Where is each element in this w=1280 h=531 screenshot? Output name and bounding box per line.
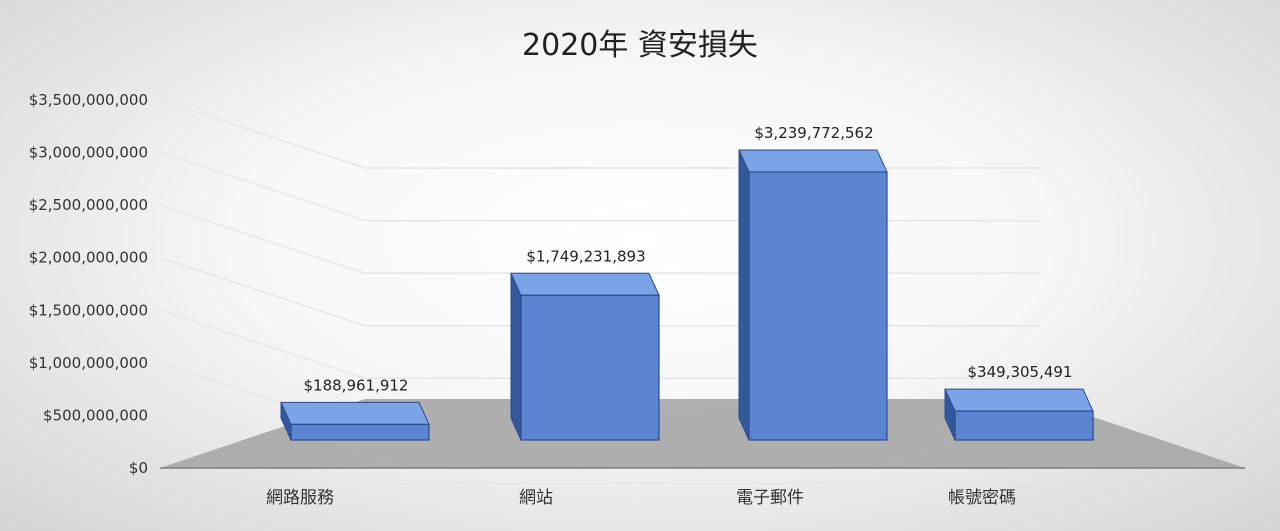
bar-1 (511, 273, 659, 440)
bar-3 (945, 389, 1093, 440)
bars (281, 150, 1093, 440)
y-tick-label: $2,000,000,000 (29, 249, 148, 267)
gridline (160, 100, 1040, 168)
data-label: $1,749,231,893 (526, 247, 645, 265)
category-label: 帳號密碼 (948, 488, 1016, 508)
chart-title: 2020年 資安損失 (522, 28, 758, 63)
y-tick-label: $3,000,000,000 (29, 144, 148, 162)
data-labels: $188,961,912 $1,749,231,893 $3,239,772,562… (304, 124, 1073, 394)
bar-side-face (511, 273, 521, 440)
bar-front-face (955, 411, 1093, 440)
bar-top-face (945, 389, 1093, 411)
bar-side-face (739, 150, 749, 440)
bar-top-face (281, 402, 429, 424)
bar-front-face (749, 172, 887, 440)
y-tick-label: $1,000,000,000 (29, 354, 148, 372)
y-tick-label: $1,500,000,000 (29, 301, 148, 319)
bar-front-face (521, 295, 659, 440)
bar-top-face (511, 273, 659, 295)
category-label: 網站 (519, 488, 553, 508)
y-axis-ticks: $0 $500,000,000 $1,000,000,000 $1,500,000,0… (29, 91, 148, 477)
bar-front-face (291, 424, 429, 440)
category-label: 網路服務 (266, 488, 334, 508)
y-tick-label: $2,500,000,000 (29, 196, 148, 214)
data-label: $349,305,491 (968, 363, 1073, 381)
y-tick-label: $3,500,000,000 (29, 91, 148, 109)
x-axis-categories: 網路服務 網站 電子郵件 帳號密碼 (266, 488, 1016, 508)
bar-2 (739, 150, 887, 440)
category-label: 電子郵件 (736, 488, 804, 508)
data-label: $188,961,912 (304, 376, 409, 394)
data-label: $3,239,772,562 (754, 124, 873, 142)
bar-0 (281, 402, 429, 440)
bar-top-face (739, 150, 887, 172)
gridline (160, 153, 1040, 221)
y-tick-label: $0 (129, 459, 148, 477)
y-tick-label: $500,000,000 (43, 406, 148, 424)
